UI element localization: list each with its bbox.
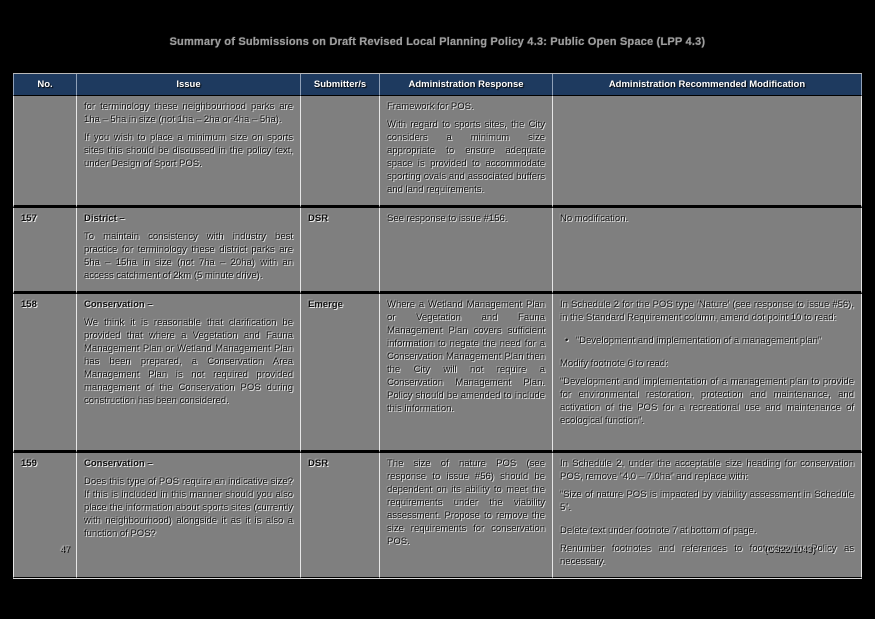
cell-paragraph: Framework for POS. <box>387 101 474 112</box>
cell-paragraph: In Schedule 2 for the POS type ‘Nature’ … <box>560 299 854 323</box>
table-row: 157 District – To maintain consistency wit… <box>13 208 862 294</box>
footer-page-number: 47 <box>60 544 71 554</box>
row-number-cell <box>13 96 77 208</box>
page-title: Summary of Submissions on Draft Revised … <box>169 36 706 48</box>
table-row: 159 Conservation – Does this type of POS r… <box>13 453 862 578</box>
admin-response-cell: The size of nature POS (see response to … <box>380 453 553 578</box>
header-no: No. <box>13 74 77 96</box>
row-number-cell: 158 <box>13 294 77 453</box>
cell-paragraph: Renumber footnotes and references to foo… <box>560 543 854 567</box>
cell-paragraph: Conservation – <box>84 299 153 310</box>
admin-response-cell: Framework for POS. With regard to sports … <box>380 96 553 208</box>
cell-paragraph: District – <box>84 213 125 224</box>
cell-paragraph: We think it is reasonable that clarifica… <box>84 317 293 406</box>
issue-cell: District – To maintain consistency with i… <box>77 208 301 294</box>
page-footer: 47 (CS22/1043) <box>13 544 862 554</box>
issue-cell: Conservation – We think it is reasonable … <box>77 294 301 453</box>
header-submitters: Submitter/s <box>301 74 380 96</box>
admin-modification-cell: In Schedule 2 for the POS type ‘Nature’ … <box>553 294 862 453</box>
cell-paragraph: “Development and implementation of a man… <box>560 334 854 347</box>
table-row: for terminology these neighbourhood park… <box>13 96 862 208</box>
cell-paragraph: for terminology these neighbourhood park… <box>84 101 293 125</box>
submitter-cell: DSR <box>301 453 380 578</box>
admin-response-cell: See response to issue #156. <box>380 208 553 294</box>
submissions-table: No. Issue Submitter/s Administration Res… <box>13 73 862 579</box>
cell-paragraph: Does this type of POS require an indicat… <box>84 476 293 539</box>
submitter-cell <box>301 96 380 208</box>
admin-modification-cell: In Schedule 2, under the acceptable size… <box>553 453 862 578</box>
cell-paragraph: To maintain consistency with industry be… <box>84 231 293 281</box>
submitter-cell: DSR <box>301 208 380 294</box>
header-issue: Issue <box>77 74 301 96</box>
header-admin-recommended-modification: Administration Recommended Modification <box>553 74 862 96</box>
cell-paragraph: Conservation – <box>84 458 153 469</box>
cell-paragraph: In Schedule 2, under the acceptable size… <box>560 458 854 482</box>
row-number-cell: 157 <box>13 208 77 294</box>
issue-cell: for terminology these neighbourhood park… <box>77 96 301 208</box>
table-row: 158 Conservation – We think it is reasonab… <box>13 294 862 453</box>
cell-paragraph: If you wish to place a minimum size on s… <box>84 132 293 169</box>
cell-paragraph: See response to issue #156. <box>387 213 508 224</box>
cell-paragraph: With regard to sports sites, the City co… <box>387 119 545 195</box>
cell-paragraph: Delete text under footnote 7 at bottom o… <box>560 525 757 536</box>
header-admin-response: Administration Response <box>380 74 553 96</box>
cell-paragraph: The size of nature POS (see response to … <box>387 458 545 547</box>
submitter-cell: Emerge <box>301 294 380 453</box>
cell-paragraph: Modify footnote 6 to read: <box>560 358 668 369</box>
admin-modification-cell <box>553 96 862 208</box>
submissions-table-container: No. Issue Submitter/s Administration Res… <box>13 73 862 579</box>
cell-paragraph: No modification. <box>560 213 629 224</box>
footer-doc-ref: (CS22/1043) <box>763 544 815 554</box>
cell-paragraph: “Size of nature POS is impacted by viabi… <box>560 489 854 513</box>
cell-paragraph: “Development and implementation of a man… <box>560 376 854 426</box>
issue-cell: Conservation – Does this type of POS requ… <box>77 453 301 578</box>
row-number-cell: 159 <box>13 453 77 578</box>
cell-paragraph: Where a Wetland Management Plan or Veget… <box>387 299 545 414</box>
table-header-row: No. Issue Submitter/s Administration Res… <box>13 74 862 96</box>
admin-modification-cell: No modification. <box>553 208 862 294</box>
admin-response-cell: Where a Wetland Management Plan or Veget… <box>380 294 553 453</box>
